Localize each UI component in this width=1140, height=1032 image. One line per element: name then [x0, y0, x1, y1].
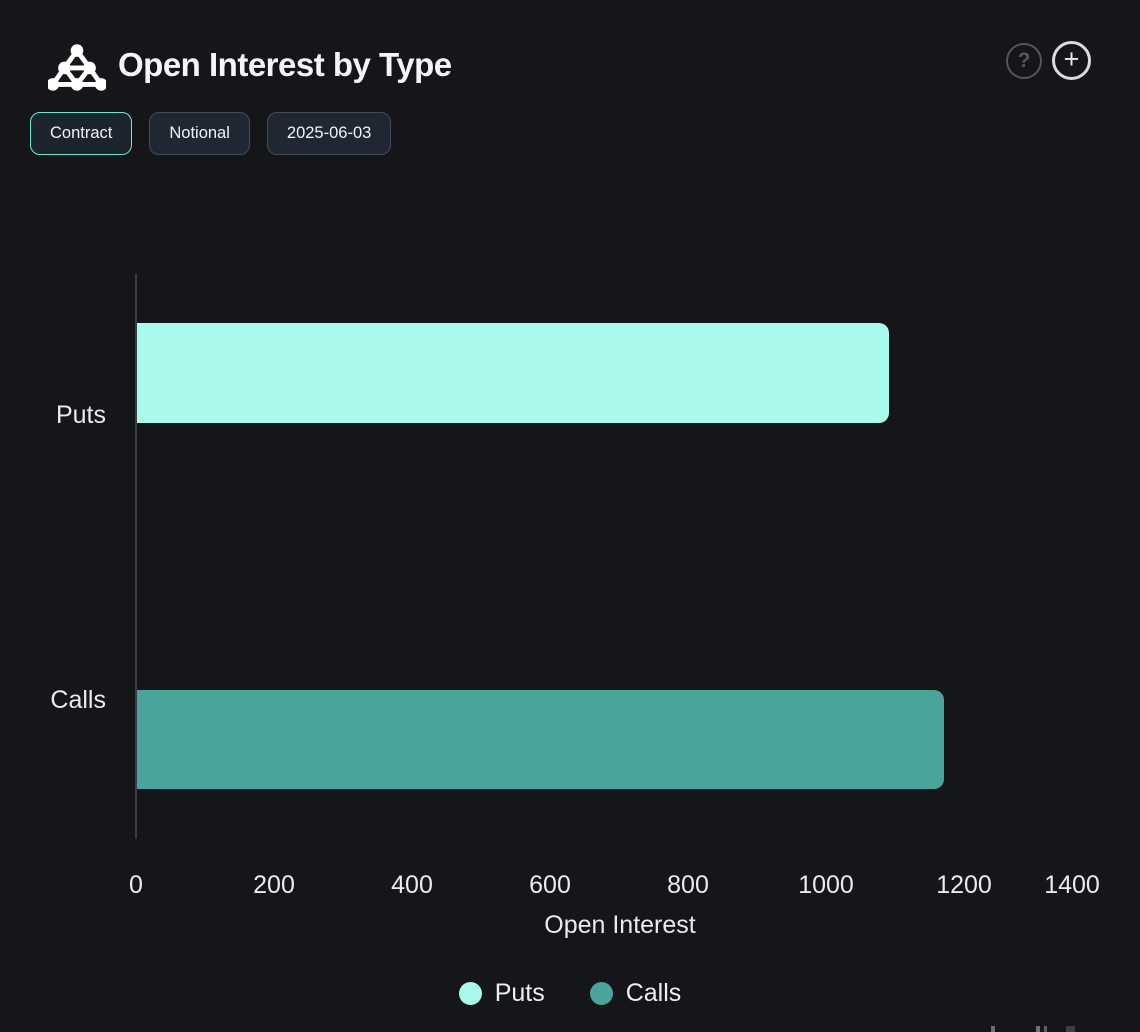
calls-legend-label: Calls: [625, 979, 682, 1007]
contract-button[interactable]: Contract: [30, 112, 133, 155]
legend-item-calls[interactable]: Calls: [589, 979, 682, 1008]
puts-legend-dot: [458, 982, 482, 1005]
legend: Puts Calls: [0, 979, 1140, 1008]
x-tick-label: 1200: [936, 871, 992, 899]
puts-legend-label: Puts: [494, 979, 545, 1007]
x-axis-ticks: 0 200 400 600 800 1000 1200 1400: [0, 871, 1140, 903]
toolbar: Contract Notional 2025-06-03: [30, 112, 392, 155]
x-tick-label: 600: [529, 871, 571, 899]
x-axis-title: Open Interest: [544, 911, 696, 939]
notional-button[interactable]: Notional: [149, 112, 250, 155]
page-title: Open Interest by Type: [118, 46, 452, 83]
x-tick-label: 0: [129, 871, 143, 899]
legend-item-puts[interactable]: Puts: [458, 979, 545, 1008]
x-tick-label: 1000: [798, 871, 854, 899]
add-icon[interactable]: +: [1052, 41, 1091, 80]
y-axis-label-calls: Calls: [50, 686, 106, 714]
help-glyph: ?: [1017, 49, 1031, 72]
help-icon[interactable]: ?: [1006, 43, 1042, 79]
x-tick-label: 1400: [1044, 871, 1100, 899]
calls-legend-dot: [589, 982, 613, 1005]
y-axis-line: [135, 274, 137, 839]
x-tick-label: 800: [667, 871, 709, 899]
puts-bar[interactable]: [137, 323, 889, 423]
y-axis-label-puts: Puts: [55, 401, 106, 429]
app-logo-icon: [48, 44, 106, 91]
date-button[interactable]: 2025-06-03: [266, 112, 392, 155]
calls-bar[interactable]: [137, 690, 944, 789]
x-tick-label: 200: [253, 871, 295, 899]
plus-glyph: +: [1063, 44, 1080, 74]
x-tick-label: 400: [391, 871, 433, 899]
